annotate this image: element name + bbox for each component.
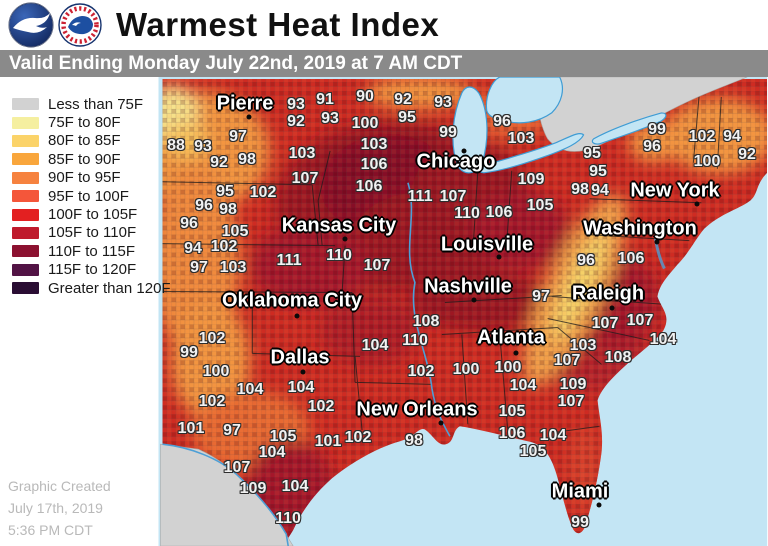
note-line: 5:36 PM CDT (8, 522, 93, 538)
canada-region (535, 77, 748, 152)
legend-label: 110F to 115F (48, 242, 135, 260)
legend-item: 95F to 100F (12, 187, 171, 205)
legend: Less than 75F 75F to 80F 80F to 85F 85F to … (12, 95, 171, 297)
legend-label: 90F to 95F (48, 169, 121, 187)
noaa-logo (8, 2, 54, 48)
legend-swatch (12, 116, 39, 129)
note-line: July 17th, 2019 (8, 500, 103, 516)
legend-swatch (12, 153, 39, 166)
legend-item: Greater than 120F (12, 279, 171, 297)
legend-label: 115F to 120F (48, 261, 137, 279)
legend-swatch (12, 245, 39, 258)
legend-item: 80F to 85F (12, 132, 171, 150)
header: Warmest Heat Index (0, 0, 768, 50)
legend-label: Less than 75F (48, 95, 144, 113)
valid-bar: Valid Ending Monday July 22nd, 2019 at 7… (0, 50, 768, 77)
nws-logo (58, 3, 102, 47)
legend-item: 75F to 80F (12, 113, 171, 131)
legend-swatch (12, 226, 39, 239)
legend-item: 110F to 115F (12, 242, 171, 260)
graphic-created-note: Graphic Created July 17th, 2019 5:36 PM CD… (8, 475, 111, 541)
legend-item: 100F to 105F (12, 205, 171, 223)
legend-item: 90F to 95F (12, 169, 171, 187)
graphic-title: Warmest Heat Index (116, 6, 440, 43)
legend-item: 85F to 90F (12, 150, 171, 168)
legend-item: 115F to 120F (12, 261, 171, 279)
legend-swatch (12, 263, 39, 276)
heat-index-map (0, 77, 768, 546)
legend-swatch (12, 171, 39, 184)
state-borders (162, 92, 722, 433)
legend-label: 95F to 100F (48, 187, 129, 205)
legend-swatch (12, 134, 39, 147)
note-line: Graphic Created (8, 478, 111, 494)
legend-label: 100F to 105F (48, 206, 138, 224)
legend-label: 80F to 85F (48, 132, 121, 150)
legend-swatch (12, 190, 39, 203)
legend-swatch (12, 282, 39, 295)
legend-label: 85F to 90F (48, 150, 121, 168)
legend-label: 105F to 110F (48, 224, 137, 242)
legend-item: 105F to 110F (12, 224, 171, 242)
legend-label: 75F to 80F (48, 114, 121, 132)
legend-swatch (12, 98, 39, 111)
great-lakes (452, 77, 667, 174)
legend-item: Less than 75F (12, 95, 171, 113)
legend-swatch (12, 208, 39, 221)
map-area: Less than 75F 75F to 80F 80F to 85F 85F to … (0, 77, 768, 546)
legend-label: Greater than 120F (48, 279, 171, 297)
